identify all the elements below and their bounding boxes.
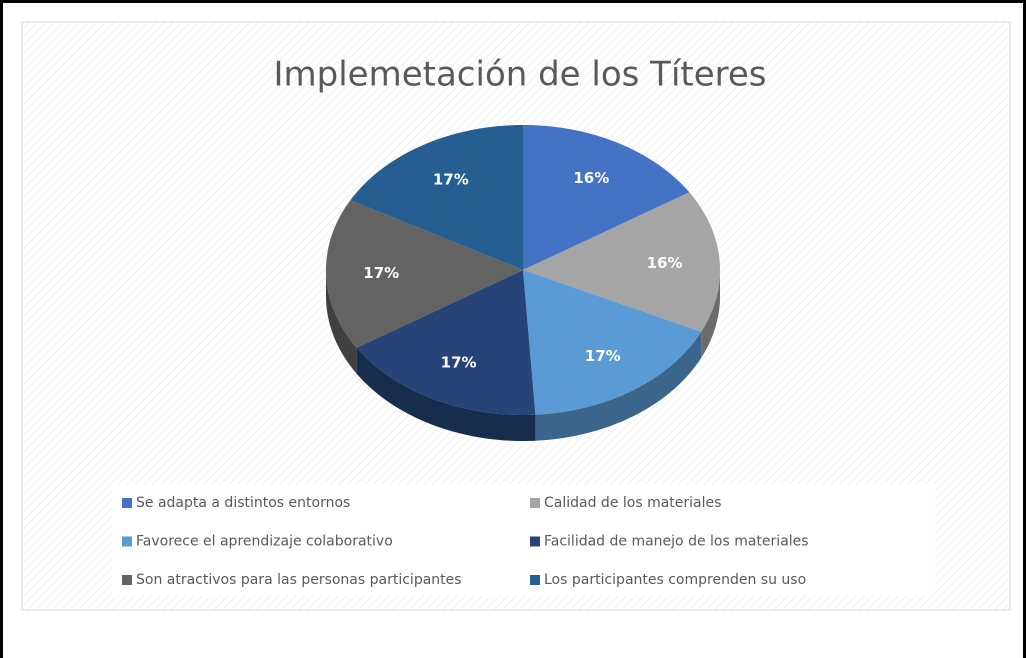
data-label: 17% <box>433 171 469 189</box>
data-label: 17% <box>441 354 477 372</box>
slice-side-shade <box>326 270 357 374</box>
slice-side <box>535 331 702 441</box>
legend-label: Calidad de los materiales <box>544 495 721 511</box>
legend-swatch <box>122 498 132 508</box>
slice-side <box>326 270 357 374</box>
slice-side-shade <box>356 347 536 441</box>
legend-swatch <box>530 575 540 585</box>
slice <box>326 200 523 348</box>
data-label: 16% <box>573 169 609 187</box>
legend-swatch <box>530 498 540 508</box>
legend-label: Facilidad de manejo de los materiales <box>544 534 809 550</box>
slice <box>356 270 536 415</box>
legend-swatch <box>530 536 540 547</box>
slice-side <box>701 270 720 358</box>
legend <box>112 485 935 595</box>
legend-label: Se adapta a distintos entornos <box>136 495 350 511</box>
data-label: 16% <box>647 254 683 272</box>
slice <box>523 125 690 270</box>
legend-label: Favorece el aprendizaje colaborativo <box>136 534 393 550</box>
slice-side-shade <box>701 270 720 358</box>
slice-side <box>356 347 536 441</box>
data-label: 17% <box>585 347 621 365</box>
legend-label: Los participantes comprenden su uso <box>544 572 806 588</box>
legend-swatch <box>122 575 132 585</box>
slice <box>523 270 702 415</box>
slice <box>350 125 523 270</box>
legend-swatch <box>122 536 132 547</box>
slice <box>523 192 720 332</box>
slice-side-shade <box>535 331 702 441</box>
data-label: 17% <box>363 264 399 282</box>
chart-title: Implemetación de los Títeres <box>274 55 767 95</box>
legend-label: Son atractivos para las personas partici… <box>136 572 462 588</box>
